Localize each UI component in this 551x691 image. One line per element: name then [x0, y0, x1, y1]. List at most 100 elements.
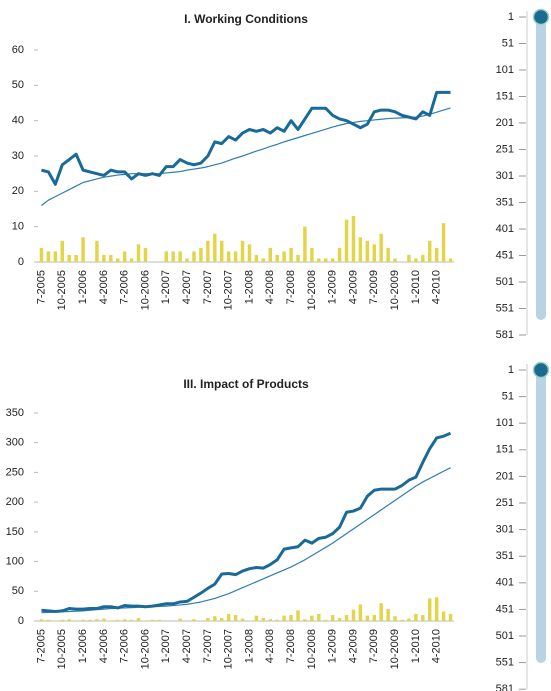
bar [324, 258, 328, 262]
bar [102, 618, 106, 621]
x-tick-label: 10-2009 [389, 270, 401, 310]
line [41, 467, 451, 614]
bar [143, 247, 148, 262]
bar [372, 615, 376, 621]
bar [344, 615, 349, 621]
bar [74, 620, 78, 621]
x-tick-label: 10-2009 [389, 629, 401, 669]
y-tick-label: 20 [12, 185, 24, 197]
slider-track [536, 370, 546, 663]
x-tick-label: 7-2008 [285, 629, 297, 663]
bar [136, 244, 141, 262]
x-tick-label: 4-2006 [98, 629, 110, 663]
bar [275, 619, 279, 621]
line [41, 431, 452, 613]
bar [81, 237, 85, 262]
slider-tick-label: 351 [496, 196, 514, 208]
bar [74, 254, 78, 262]
chart-title: I. Working Conditions [184, 12, 308, 26]
bar [136, 618, 141, 621]
y-tick-label: 250 [6, 466, 24, 478]
bar [310, 615, 314, 621]
x-tick-label: 7-2009 [368, 270, 380, 304]
bar [226, 613, 231, 621]
x-tick-label: 1-2006 [77, 270, 89, 304]
bar [88, 619, 92, 621]
bar [102, 254, 106, 262]
bar [296, 254, 300, 262]
bar [344, 219, 349, 262]
x-tick-label: 1-2009 [327, 270, 339, 304]
bar [46, 251, 51, 262]
bar [164, 251, 168, 262]
x-tick-label: 4-2009 [347, 629, 359, 663]
bar [213, 616, 217, 621]
x-tick-label: 10-2008 [306, 270, 318, 310]
slider-knob[interactable] [532, 361, 550, 379]
y-tick-label: 0 [18, 256, 24, 268]
x-tick-label: 7-2006 [119, 270, 131, 304]
bar [53, 251, 58, 262]
bar [441, 611, 446, 621]
slider-tick-label: 581 [496, 329, 514, 341]
y-tick-label: 30 [12, 150, 24, 162]
bar [60, 619, 64, 621]
slider-tick-label: 401 [496, 223, 514, 235]
slider-tick-label: 51 [502, 37, 514, 49]
slider-tick-label: 151 [496, 90, 514, 102]
bar [400, 619, 404, 621]
x-tick-label: 7-2006 [119, 629, 131, 663]
x-tick-label: 4-2009 [347, 270, 359, 304]
bar [282, 251, 286, 262]
bar [448, 258, 453, 262]
bar [46, 619, 51, 621]
x-tick-label: 10-2007 [223, 270, 235, 310]
bar [185, 258, 189, 262]
bar [421, 254, 425, 262]
bar [448, 613, 453, 621]
x-tick-label: 1-2010 [410, 270, 422, 304]
x-tick-label: 7-2009 [368, 629, 380, 663]
x-tick-label: 10-2005 [56, 629, 68, 669]
y-tick-label: 100 [6, 555, 24, 567]
bar [441, 223, 446, 262]
y-tick-label: 350 [6, 407, 24, 419]
x-tick-label: 10-2006 [139, 629, 151, 669]
slider-tick-label: 551 [496, 657, 514, 669]
slider-tick-label: 551 [496, 302, 514, 314]
bar [206, 618, 210, 621]
bar [275, 254, 279, 262]
slider-tick-label: 451 [496, 603, 514, 615]
bar [351, 609, 356, 621]
y-tick-label: 10 [12, 221, 24, 233]
bar [254, 615, 259, 621]
bar [414, 258, 418, 262]
bar [254, 254, 259, 262]
x-tick-label: 4-2007 [181, 629, 193, 663]
bar [434, 597, 439, 621]
x-tick-label: 7-2007 [202, 270, 214, 304]
bar [428, 598, 432, 621]
y-tick-label: 50 [12, 585, 24, 597]
chart-title: III. Impact of Products [183, 377, 309, 391]
bar [386, 609, 390, 621]
bar [289, 615, 293, 621]
bar [226, 251, 231, 262]
x-tick-label: 4-2008 [264, 629, 276, 663]
bar [289, 247, 293, 262]
bar [379, 233, 383, 262]
bar [434, 247, 439, 262]
bar [330, 615, 335, 621]
bar [317, 258, 321, 262]
x-tick-label: 1-2009 [327, 629, 339, 663]
slider-knob[interactable] [532, 8, 550, 26]
y-tick-label: 60 [12, 44, 24, 56]
x-tick-label: 10-2005 [56, 270, 68, 310]
slider-tick-label: 201 [496, 470, 514, 482]
y-tick-label: 300 [6, 437, 24, 449]
slider-tick-label: 1 [508, 364, 514, 376]
bar [358, 237, 363, 262]
bar [428, 240, 432, 262]
bar [116, 258, 120, 262]
y-tick-label: 40 [12, 115, 24, 127]
